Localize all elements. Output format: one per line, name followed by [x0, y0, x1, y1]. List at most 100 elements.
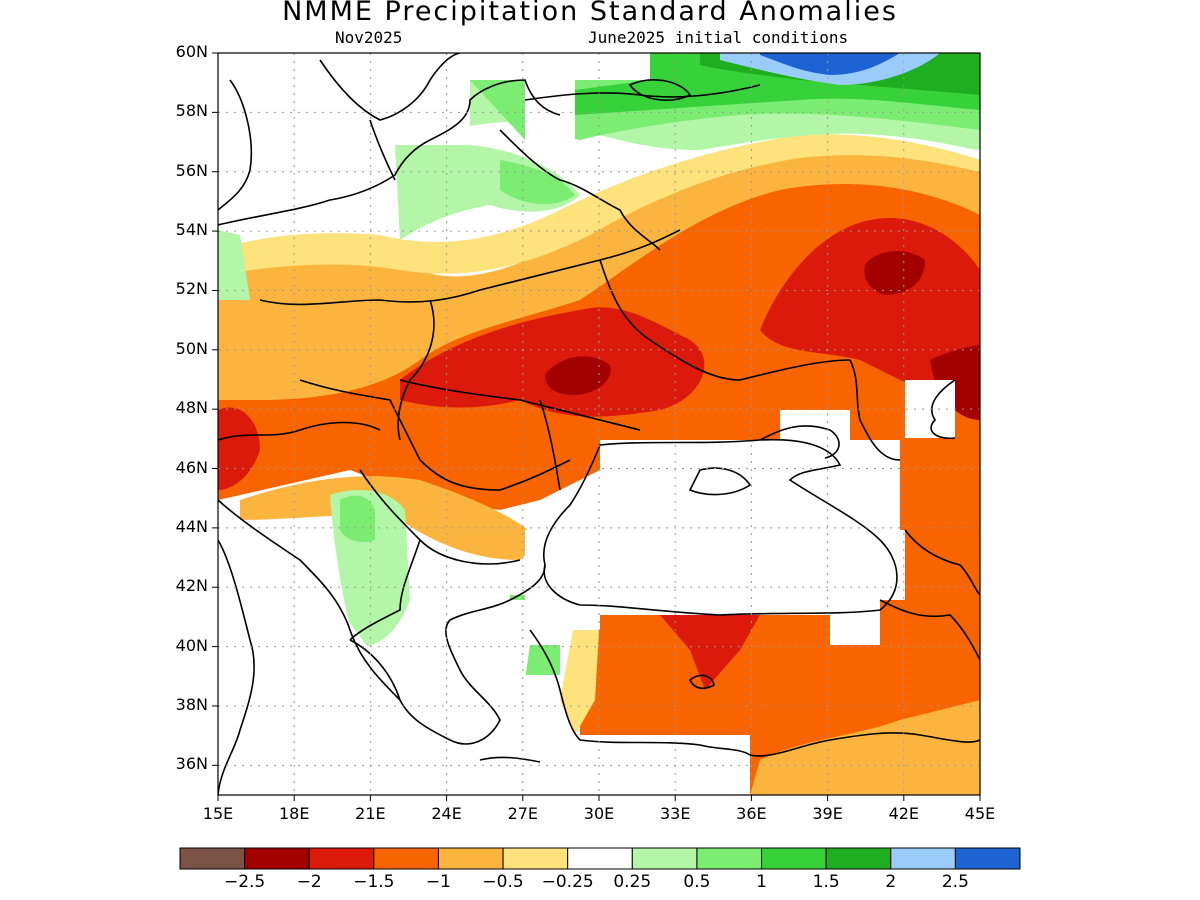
lon-tick-label: 15E — [202, 804, 234, 823]
lat-tick-label: 58N — [175, 101, 208, 121]
gulf-bothnia — [319, 53, 461, 121]
country-borders-5 — [599, 259, 851, 381]
country-borders-2 — [399, 379, 641, 431]
lon-tick-label: 42E — [888, 804, 920, 823]
caspian-coast — [930, 379, 956, 440]
country-borders-14 — [849, 359, 901, 461]
country-borders-8 — [349, 539, 421, 641]
anomaly-orange-se — [750, 700, 980, 795]
country-borders-9 — [218, 421, 381, 441]
country-borders-11 — [369, 119, 396, 181]
anomaly-darkred-ukraine — [545, 356, 611, 395]
colorbar-swatch — [954, 847, 1021, 870]
colorbar-swatch — [244, 847, 310, 870]
anomaly-light-orange-balkans — [240, 476, 540, 560]
chart-title: NMME Precipitation Standard Anomalies — [282, 0, 898, 27]
crimea-coast — [688, 467, 752, 496]
mask-baltic — [218, 53, 470, 225]
colorbar-label: 1 — [756, 872, 767, 892]
adriatic-coast — [218, 499, 401, 701]
anomaly-red-turkey — [660, 615, 760, 690]
country-borders-10 — [499, 129, 661, 251]
colorbar-label: −1.5 — [353, 872, 395, 892]
colorbar-label: 2.5 — [941, 872, 969, 892]
cyprus-coast — [688, 674, 715, 690]
anomaly-red-russia — [760, 218, 980, 420]
lat-tick-label: 54N — [175, 220, 208, 240]
country-borders-13 — [879, 599, 980, 661]
colorbar-swatch — [179, 847, 246, 870]
country-borders-1 — [259, 229, 681, 306]
colorbar-swatch — [567, 847, 633, 870]
anomaly-green-belarus — [500, 160, 575, 205]
anomaly-yellow-turkey — [560, 615, 600, 735]
anomaly-yellow-band — [218, 134, 980, 275]
colorbar-label: 0.25 — [613, 872, 652, 892]
lat-tick-label: 46N — [175, 457, 208, 477]
lat-tick-label: 60N — [175, 42, 208, 61]
black-sea-coast — [543, 438, 898, 616]
lon-tick-label: 24E — [431, 804, 462, 823]
initial-conditions: June2025 initial conditions — [588, 28, 849, 47]
country-borders-4 — [299, 379, 571, 491]
mask-north-top — [575, 53, 650, 80]
lat-tick-label: 44N — [175, 516, 208, 536]
sweden-coast — [218, 79, 253, 211]
italy-coast — [218, 539, 255, 795]
colorbar-swatch — [825, 847, 892, 870]
lat-tick-label: 52N — [175, 279, 208, 299]
colorbar-label: −2.5 — [223, 872, 266, 892]
anomaly-light-green-west — [218, 230, 250, 300]
axis-ticks — [212, 52, 981, 801]
mask-azov — [780, 410, 850, 440]
aegean-turkey-coast — [529, 629, 751, 756]
lat-tick-label: 56N — [175, 160, 208, 180]
anomaly-blue-north — [760, 53, 900, 75]
colorbar-label: −0.25 — [541, 872, 594, 892]
colorbar-label: −1 — [425, 872, 451, 892]
lat-tick-label: 36N — [175, 754, 208, 774]
colorbar-swatch — [696, 847, 763, 870]
country-borders-3 — [397, 299, 435, 441]
forecast-month: Nov2025 — [335, 28, 403, 47]
anomaly-fields — [218, 53, 980, 795]
baltic-coast — [218, 79, 561, 226]
country-borders-12 — [904, 529, 980, 596]
colorbar-label: −0.5 — [482, 872, 524, 892]
lon-tick-label: 45E — [964, 804, 996, 823]
crete-coast — [479, 756, 541, 763]
colorbar-label: −2 — [296, 872, 322, 892]
colorbar-label: 2 — [885, 872, 897, 892]
ladoga — [628, 79, 692, 101]
country-borders-6 — [539, 399, 561, 491]
lon-tick-label: 21E — [355, 804, 386, 823]
coastlines-borders — [218, 53, 980, 795]
gulf-finland — [524, 84, 761, 101]
greece-coast — [349, 564, 546, 745]
lat-tick-label: 40N — [175, 635, 208, 655]
lat-tick-label: 38N — [175, 694, 208, 714]
lat-tick-label: 50N — [175, 338, 208, 358]
colorbar-swatch — [890, 847, 956, 870]
lat-tick-label: 48N — [175, 398, 208, 418]
colorbar-swatch — [631, 847, 698, 870]
colorbar-label: 0.5 — [683, 872, 711, 892]
mask-finland-gulf — [525, 80, 575, 140]
anomaly-darkred-russia — [864, 250, 925, 295]
lon-tick-label: 18E — [278, 804, 310, 823]
turkey-south-coast — [749, 732, 980, 757]
mask-black-sea — [510, 440, 905, 645]
anomaly-red-ukraine — [400, 307, 705, 417]
anomaly-green-balkans — [340, 495, 375, 542]
colorbar-swatch — [437, 847, 504, 870]
lat-tick-label: 42N — [175, 576, 208, 596]
colorbar-swatch — [308, 847, 375, 870]
colorbar-label: 1.5 — [812, 872, 840, 892]
anomaly-green-aegean — [525, 645, 560, 675]
lon-tick-label: 39E — [812, 804, 843, 823]
colorbar — [179, 847, 1021, 870]
lon-tick-label: 30E — [583, 804, 615, 823]
lon-tick-label: 27E — [507, 804, 539, 823]
anomaly-red-west — [218, 407, 260, 490]
